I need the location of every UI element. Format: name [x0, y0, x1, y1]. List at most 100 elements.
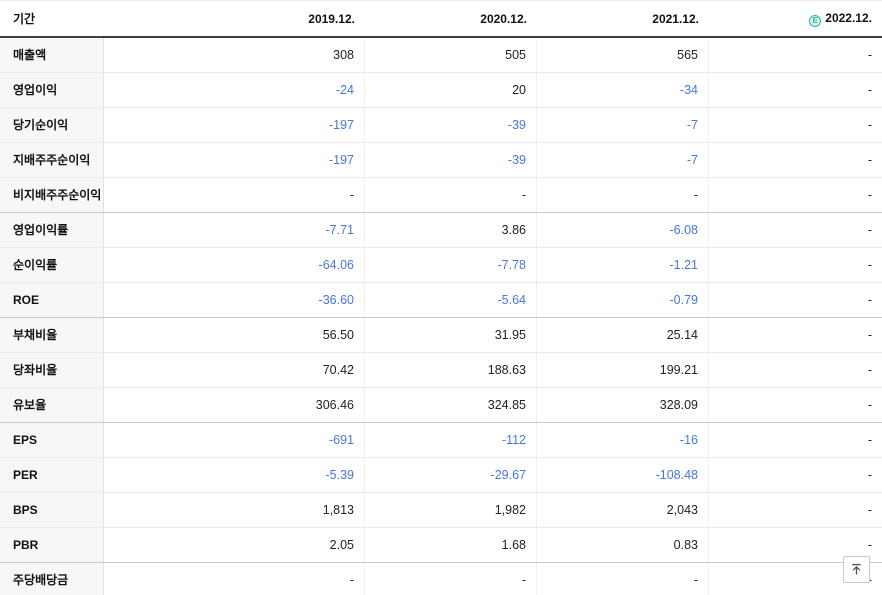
- table-row: 영업이익 -24 20 -34 -: [0, 73, 882, 108]
- value-cell: 31.95: [365, 318, 537, 352]
- value-cell: -7: [537, 108, 709, 142]
- value-cell: -36.60: [104, 283, 365, 317]
- value-cell: 565: [537, 38, 709, 72]
- value-cell: -691: [104, 423, 365, 457]
- value-cell: -: [867, 398, 872, 412]
- value-cell: 1.68: [365, 528, 537, 562]
- row-label: 순이익률: [0, 248, 104, 282]
- value-cell: -64.06: [104, 248, 365, 282]
- value-cell: -: [867, 153, 872, 167]
- table-row: PBR 2.05 1.68 0.83 -: [0, 528, 882, 563]
- value-cell: -1.21: [537, 248, 709, 282]
- table-row: 부채비율 56.50 31.95 25.14 -: [0, 318, 882, 353]
- value-cell: 328.09: [537, 388, 709, 422]
- value-cell: -29.67: [365, 458, 537, 492]
- row-label: 매출액: [0, 38, 104, 72]
- row-label: 주당배당금: [0, 563, 104, 595]
- value-cell: -197: [104, 108, 365, 142]
- value-cell: -: [867, 188, 872, 202]
- row-label: 부채비율: [0, 318, 104, 352]
- value-cell: 2.05: [104, 528, 365, 562]
- row-label: BPS: [0, 493, 104, 527]
- value-cell: -0.79: [537, 283, 709, 317]
- table-row: 당기순이익 -197 -39 -7 -: [0, 108, 882, 143]
- value-cell: -197: [104, 143, 365, 177]
- row-label: 당좌비율: [0, 353, 104, 387]
- value-cell: -39: [365, 143, 537, 177]
- value-cell: 308: [104, 38, 365, 72]
- value-cell: -: [867, 363, 872, 377]
- period-header: 2021.12.: [652, 11, 699, 26]
- value-cell: 1,813: [104, 493, 365, 527]
- table-row: 비지배주주순이익 - - - -: [0, 178, 882, 213]
- value-cell: -: [365, 563, 537, 595]
- value-cell: -: [867, 258, 872, 272]
- value-cell: 70.42: [104, 353, 365, 387]
- table-row: EPS -691 -112 -16 -: [0, 423, 882, 458]
- table-row: 주당배당금----: [0, 563, 882, 595]
- table-row: ROE -36.60 -5.64 -0.79 -: [0, 283, 882, 318]
- row-label: 영업이익률: [0, 213, 104, 247]
- row-label: EPS: [0, 423, 104, 457]
- value-cell: -34: [537, 73, 709, 107]
- value-cell: -: [867, 223, 872, 237]
- value-cell: -: [867, 328, 872, 342]
- table-header-row: 기간 2019.12. 2020.12. 2021.12. E 2022.12.: [0, 1, 882, 38]
- value-cell: 3.86: [365, 213, 537, 247]
- value-cell: 56.50: [104, 318, 365, 352]
- row-label: ROE: [0, 283, 104, 317]
- value-cell: 199.21: [537, 353, 709, 387]
- table-row: 영업이익률 -7.71 3.86 -6.08 -: [0, 213, 882, 248]
- row-label: 지배주주순이익: [0, 143, 104, 177]
- period-header: 2019.12.: [308, 11, 355, 26]
- value-cell: -112: [365, 423, 537, 457]
- value-cell: -108.48: [537, 458, 709, 492]
- period-header: E 2022.12.: [709, 11, 882, 27]
- estimate-icon: E: [809, 14, 822, 27]
- value-cell: -16: [537, 423, 709, 457]
- value-cell: -: [537, 563, 709, 595]
- value-cell: -: [867, 48, 872, 62]
- row-label: PER: [0, 458, 104, 492]
- value-cell: -39: [365, 108, 537, 142]
- row-label: 영업이익: [0, 73, 104, 107]
- value-cell: 306.46: [104, 388, 365, 422]
- value-cell: -: [104, 563, 365, 595]
- table-row: 순이익률 -64.06 -7.78 -1.21 -: [0, 248, 882, 283]
- value-cell: -: [867, 433, 872, 447]
- value-cell: 25.14: [537, 318, 709, 352]
- value-cell: -: [867, 468, 872, 482]
- value-cell: -7.71: [104, 213, 365, 247]
- value-cell: 2,043: [537, 493, 709, 527]
- value-cell: -: [867, 118, 872, 132]
- value-cell: 505: [365, 38, 537, 72]
- row-label: PBR: [0, 528, 104, 562]
- value-cell: -: [867, 503, 872, 517]
- value-cell: -: [104, 178, 365, 212]
- value-cell: -: [867, 538, 872, 552]
- row-label: 유보율: [0, 388, 104, 422]
- value-cell: -7: [537, 143, 709, 177]
- value-cell: -24: [104, 73, 365, 107]
- table-row: 매출액 308 505 565 -: [0, 38, 882, 73]
- period-header: 2020.12.: [480, 11, 527, 26]
- value-cell: -: [867, 83, 872, 97]
- arrow-up-to-top-icon: [849, 562, 864, 577]
- value-cell: -6.08: [537, 213, 709, 247]
- period-column-header: 기간: [13, 12, 36, 26]
- value-cell: -5.39: [104, 458, 365, 492]
- value-cell: 188.63: [365, 353, 537, 387]
- scroll-to-top-button[interactable]: [843, 556, 870, 583]
- financial-table-body: 매출액 308 505 565- 영업이익 -24 20 -34- 당기순이익 -197 -39 -7…: [0, 38, 882, 595]
- value-cell: -: [537, 178, 709, 212]
- table-row: PER -5.39 -29.67 -108.48 -: [0, 458, 882, 493]
- table-row: BPS 1,813 1,982 2,043 -: [0, 493, 882, 528]
- value-cell: -: [867, 293, 872, 307]
- table-row: 지배주주순이익 -197 -39 -7 -: [0, 143, 882, 178]
- value-cell: 1,982: [365, 493, 537, 527]
- row-label: 당기순이익: [0, 108, 104, 142]
- value-cell: -7.78: [365, 248, 537, 282]
- value-cell: 324.85: [365, 388, 537, 422]
- value-cell: -5.64: [365, 283, 537, 317]
